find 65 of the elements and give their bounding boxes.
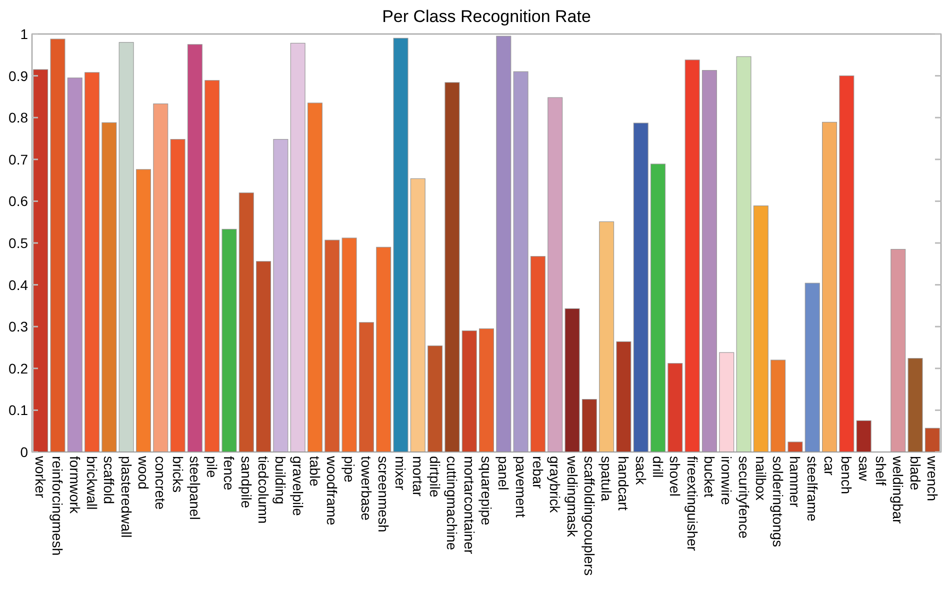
- y-tick-label: 0.4: [8, 276, 28, 293]
- x-tick-label: steelpanel: [186, 456, 203, 520]
- y-tick-label: 0.3: [8, 318, 28, 335]
- x-tick-label: panel: [496, 456, 512, 490]
- x-tick-label: tiedcolumn: [256, 456, 272, 524]
- x-tick-label: gravelpile: [290, 456, 306, 516]
- x-tick-label: handcart: [616, 456, 632, 511]
- x-tick-label: saw: [856, 456, 872, 482]
- x-tick-label: mortarcontainer: [461, 456, 478, 554]
- x-tick-label: car: [822, 456, 838, 476]
- y-tick-label: 1: [20, 26, 28, 42]
- y-tick-label: 0.6: [8, 193, 28, 210]
- x-tick-label: bench: [838, 456, 855, 494]
- x-tick-label: worker: [32, 455, 49, 498]
- x-tick-label: shelf: [872, 456, 889, 486]
- x-tick-label: blade: [907, 456, 924, 490]
- x-tick-label: solderingtongs: [770, 456, 786, 548]
- y-tick-label: 0.7: [8, 151, 28, 168]
- x-tick-label: fence: [221, 456, 238, 490]
- y-tick-label: 0.8: [8, 110, 28, 126]
- x-tick-label: shovel: [667, 456, 684, 496]
- x-tick-label: building: [272, 456, 289, 504]
- x-tick-label: squarepipe: [478, 456, 494, 526]
- x-tick-label: pile: [204, 456, 220, 478]
- x-tick-label: rebar: [530, 456, 546, 490]
- x-tick-label: weldingbar: [890, 455, 906, 524]
- x-tick-label: weldingmask: [564, 455, 580, 538]
- x-tick-label: formwork: [66, 456, 83, 515]
- x-tick-label: nailbox: [752, 456, 769, 500]
- x-tick-label: fireextinguisher: [684, 456, 700, 552]
- x-tick-label: woodframe: [324, 455, 340, 526]
- x-tick-label: drill: [650, 456, 666, 478]
- x-tick-label: mixer: [392, 456, 409, 491]
- chart-title: Per Class Recognition Rate: [382, 7, 591, 26]
- x-tick-label: steelframe: [804, 456, 820, 522]
- x-tick-label: scaffold: [101, 456, 118, 504]
- x-tick-label: sack: [632, 456, 649, 486]
- x-tick-label: bricks: [170, 456, 186, 493]
- x-tick-label: securityfence: [736, 456, 752, 539]
- y-tick-label: 0: [20, 444, 28, 460]
- x-tick-label: scaffoldingcouplers: [581, 456, 598, 576]
- x-tick-label: dirtpile: [427, 456, 444, 498]
- y-tick-label: 0.2: [8, 360, 28, 376]
- x-tick-label: spatula: [598, 456, 615, 502]
- x-tick-label: towerbase: [358, 456, 374, 521]
- x-tick-label: table: [306, 456, 323, 487]
- x-tick-label: brickwall: [84, 456, 100, 510]
- x-tick-label: bucket: [701, 456, 718, 498]
- x-tick-label: reinforcingmesh: [50, 456, 66, 556]
- x-tick-label: wrench: [924, 455, 940, 502]
- x-tick-label: mortar: [410, 456, 426, 497]
- x-tick-label: pipe: [341, 456, 358, 483]
- x-tick-label: sandpile: [238, 456, 254, 508]
- x-tick-label: pavement: [512, 456, 529, 518]
- x-tick-label: hammer: [787, 456, 804, 508]
- y-tick-label: 0.5: [8, 235, 28, 251]
- x-tick-label: concrete: [152, 456, 169, 510]
- x-tick-label: plasteredwall: [118, 456, 134, 538]
- x-tick-label: cuttingmachine: [444, 456, 460, 550]
- x-tick-label: wood: [135, 455, 152, 490]
- y-tick-label: 0.1: [8, 402, 28, 418]
- x-tick-label: graybrick: [547, 456, 564, 514]
- y-tick-label: 0.9: [8, 68, 28, 84]
- x-tick-label: ironwire: [718, 456, 735, 506]
- x-tick-label: screenmesh: [376, 456, 392, 532]
